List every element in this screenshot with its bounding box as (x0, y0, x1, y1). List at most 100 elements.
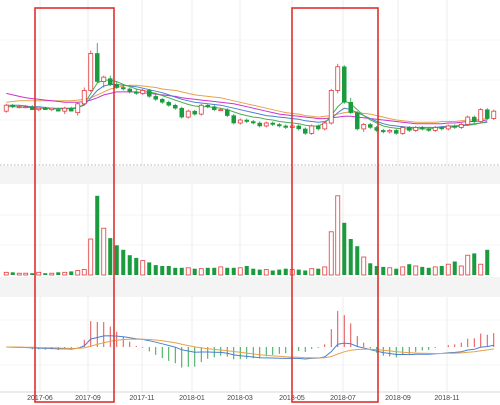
candle (94, 43, 100, 84)
candle-body-down (205, 104, 211, 107)
candle-body-down (426, 128, 432, 131)
candle-body-down (250, 121, 256, 124)
candle-body-up (491, 110, 497, 119)
candle-body-down (354, 112, 360, 130)
candle-body-up (263, 122, 269, 127)
volume-bar-down (374, 266, 379, 275)
volume-bar-down (368, 263, 373, 275)
candle (380, 128, 386, 134)
candle-body-up (75, 103, 81, 114)
candle (257, 121, 263, 128)
candle (452, 124, 458, 129)
candle (484, 108, 490, 121)
candle (55, 108, 61, 112)
candle (146, 88, 152, 98)
candle (29, 105, 35, 110)
volume-bar-down (348, 239, 353, 275)
candle (445, 124, 451, 131)
candle-body-down (406, 127, 412, 131)
candle (341, 65, 347, 104)
candle-body-up (185, 110, 191, 118)
volume-bar-down (30, 273, 35, 275)
volume-bar-down (212, 267, 217, 275)
volume-bar-down (153, 265, 158, 275)
volume-bar-down (108, 238, 113, 275)
volume-bar-down (485, 249, 490, 275)
candle (75, 102, 81, 116)
candle (120, 84, 126, 91)
macd-dea-line (6, 338, 494, 359)
candle (315, 124, 321, 131)
candle (491, 109, 497, 121)
volume-bar-up (322, 266, 328, 276)
volume-bar-down (147, 262, 152, 275)
candle (166, 100, 172, 107)
candle-body-up (36, 107, 42, 111)
candle-body-down (452, 125, 458, 128)
volume-bar-down (270, 270, 275, 275)
candle-body-up (361, 124, 367, 130)
candle (354, 111, 360, 131)
candle-body-down (341, 66, 347, 103)
candle-body-up (465, 116, 471, 125)
candle (419, 125, 425, 131)
macd-dif-line (6, 335, 494, 360)
candle-body-up (81, 90, 87, 105)
volume-bar-down (205, 267, 210, 275)
candle-body-up (478, 109, 484, 122)
volume-bar-up (387, 267, 393, 276)
x-tick-label: 2017-09 (75, 395, 101, 402)
candle-body-down (29, 106, 35, 110)
candle (3, 103, 9, 113)
volume-bar-down (394, 268, 399, 275)
candle-body-down (159, 99, 165, 103)
candle (276, 123, 282, 128)
candle-body-up (400, 127, 406, 134)
candle (471, 115, 477, 123)
volume-bar-up (36, 271, 42, 276)
grid-lines (0, 0, 500, 392)
candle-body-down (42, 107, 48, 110)
x-axis-ticks: 2017-06 2017-09 2017-11 2018-01 2018-03 2018-… (27, 395, 460, 402)
candle-body-up (458, 124, 464, 128)
candle (49, 107, 55, 112)
panel-separators (0, 164, 500, 393)
candle (478, 108, 484, 123)
candle-body-down (380, 130, 386, 133)
candle (237, 118, 243, 125)
candle-body-down (439, 127, 445, 130)
candle-body-down (133, 91, 139, 94)
candle (244, 118, 250, 123)
candle-body-up (309, 125, 315, 134)
candle (432, 125, 438, 132)
candle-body-up (237, 119, 243, 124)
candle (140, 88, 146, 95)
volume-bar-down (407, 264, 412, 275)
volume-bar-up (361, 256, 367, 276)
candle (367, 123, 373, 129)
candle-body-down (270, 122, 276, 125)
volume-bar-up (218, 266, 224, 276)
candle (348, 97, 354, 115)
volume-bar-down (342, 222, 347, 275)
candle-body-down (471, 116, 477, 122)
candle-body-down (367, 124, 373, 128)
volume-bar-down (381, 266, 386, 275)
candle (400, 125, 406, 135)
candle-body-up (140, 90, 146, 94)
candle-body-up (335, 66, 341, 91)
candle-body-down (283, 125, 289, 128)
candle (81, 87, 87, 106)
volume-bar-up (62, 271, 68, 276)
candle-body-up (62, 107, 68, 112)
candle-body-down (94, 53, 100, 82)
candle-body-down (315, 125, 321, 130)
volume-bar-down (316, 268, 321, 275)
x-tick-label: 2018-03 (227, 395, 253, 402)
volume-bar-down (192, 268, 197, 275)
highlight-boxes (34, 7, 379, 403)
candle-body-down (244, 119, 250, 122)
candle (270, 121, 276, 126)
volume-bar-down (173, 267, 178, 275)
